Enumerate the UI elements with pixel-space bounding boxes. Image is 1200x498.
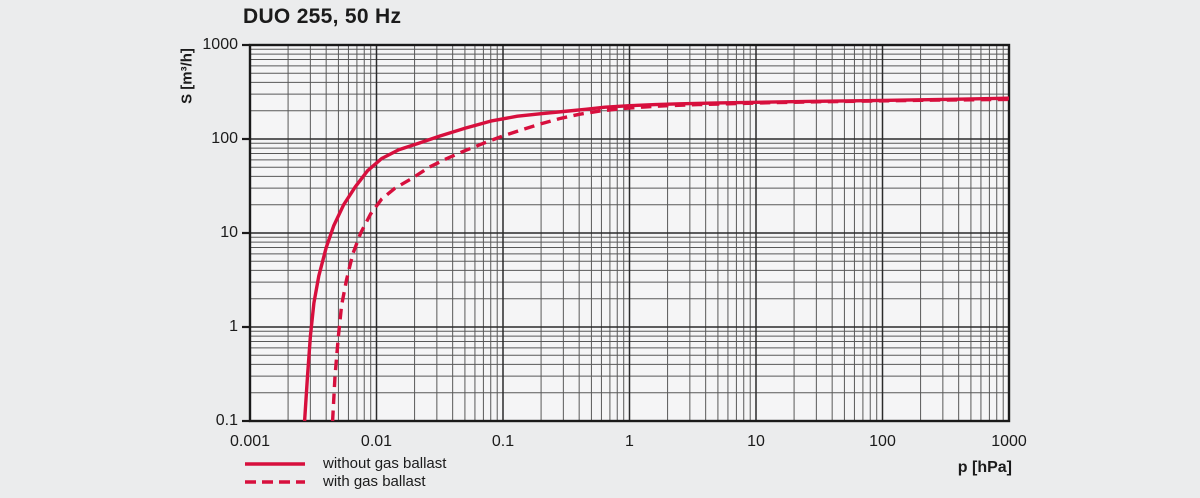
x-tick-label: 100 — [869, 433, 896, 450]
x-tick-label: 10 — [747, 433, 765, 450]
legend-label: with gas ballast — [323, 473, 426, 490]
legend-label: without gas ballast — [323, 455, 447, 472]
x-tick-label: 0.1 — [491, 433, 515, 450]
dashed-line-swatch-icon — [245, 480, 305, 484]
chart-title: DUO 255, 50 Hz — [243, 5, 402, 28]
x-tick-label: 0.001 — [229, 433, 271, 450]
y-tick-label: 1 — [229, 318, 238, 335]
x-tick-label: 1 — [625, 433, 634, 450]
curve-without-gas-ballast — [302, 96, 1010, 422]
x-axis-label: p [hPa] — [957, 459, 1012, 476]
x-tick-label: 1000 — [991, 433, 1027, 450]
solid-line-swatch-icon — [245, 462, 305, 466]
y-tick-label: 10 — [220, 224, 238, 241]
curve-with-gas-ballast — [330, 97, 1010, 422]
y-tick-label: 1000 — [202, 36, 238, 53]
legend-item-with-gas-ballast: with gas ballast — [244, 473, 446, 491]
legend-item-without-gas-ballast: without gas ballast — [244, 455, 446, 473]
legend: without gas ballast with gas ballast — [244, 455, 446, 491]
y-tick-label: 0.1 — [215, 412, 238, 429]
y-tick-label: 100 — [211, 130, 238, 147]
x-tick-label: 0.01 — [360, 433, 393, 450]
